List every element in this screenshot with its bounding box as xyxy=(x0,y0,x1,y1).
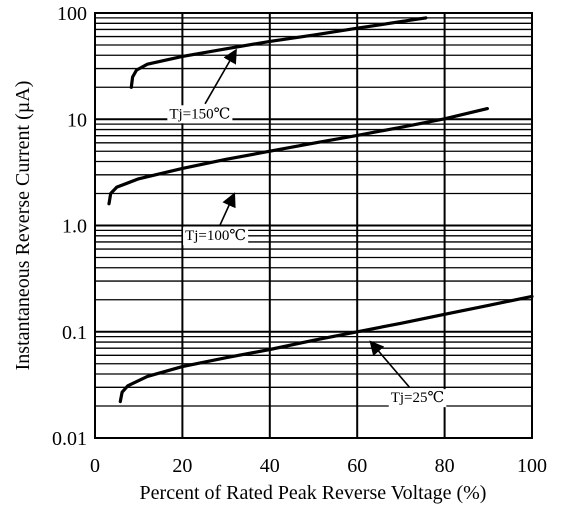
annotation-3: Tj=25℃ xyxy=(369,340,447,408)
y-tick-label: 100 xyxy=(57,3,87,25)
annotation-arrow xyxy=(369,340,411,389)
x-tick-labels: 0 20 40 60 80 100 xyxy=(90,455,547,477)
annotation-box xyxy=(167,105,233,124)
annotation-label: Tj=100℃ xyxy=(185,228,246,244)
x-tick-label: 100 xyxy=(517,455,547,477)
x-tick-label: 80 xyxy=(435,455,455,477)
y-tick-label: 1.0 xyxy=(62,216,87,238)
annotation-1: Tj=150℃ xyxy=(167,48,237,124)
series-line-2 xyxy=(107,107,489,206)
annotation-arrow xyxy=(218,192,236,226)
y-axis-label: Instantaneous Reverse Current (µA) xyxy=(12,81,34,371)
series-line-3 xyxy=(118,294,534,404)
y-tick-labels: 0.01 0.1 1.0 10 100 xyxy=(52,3,87,450)
x-tick-label: 40 xyxy=(260,455,280,477)
x-tick-label: 20 xyxy=(172,455,192,477)
x-axis-label: Percent of Rated Peak Reverse Voltage (%… xyxy=(140,482,487,504)
y-gridlines xyxy=(95,17,532,407)
annotation-label: Tj=25℃ xyxy=(391,390,445,406)
x-tick-label: 60 xyxy=(347,455,367,477)
annotations: Tj=150℃ Tj=100℃ Tj=25℃ xyxy=(167,48,447,408)
y-tick-label: 0.1 xyxy=(62,322,87,344)
annotation-2: Tj=100℃ xyxy=(183,192,249,246)
annotation-arrow xyxy=(204,48,237,105)
y-tick-label: 0.01 xyxy=(52,428,87,450)
x-tick-label: 0 xyxy=(90,455,100,477)
y-tick-label: 10 xyxy=(67,109,87,131)
plot-frame xyxy=(94,12,533,439)
annotation-box xyxy=(388,389,447,408)
annotation-box xyxy=(183,227,249,246)
annotation-label: Tj=150℃ xyxy=(169,106,230,122)
